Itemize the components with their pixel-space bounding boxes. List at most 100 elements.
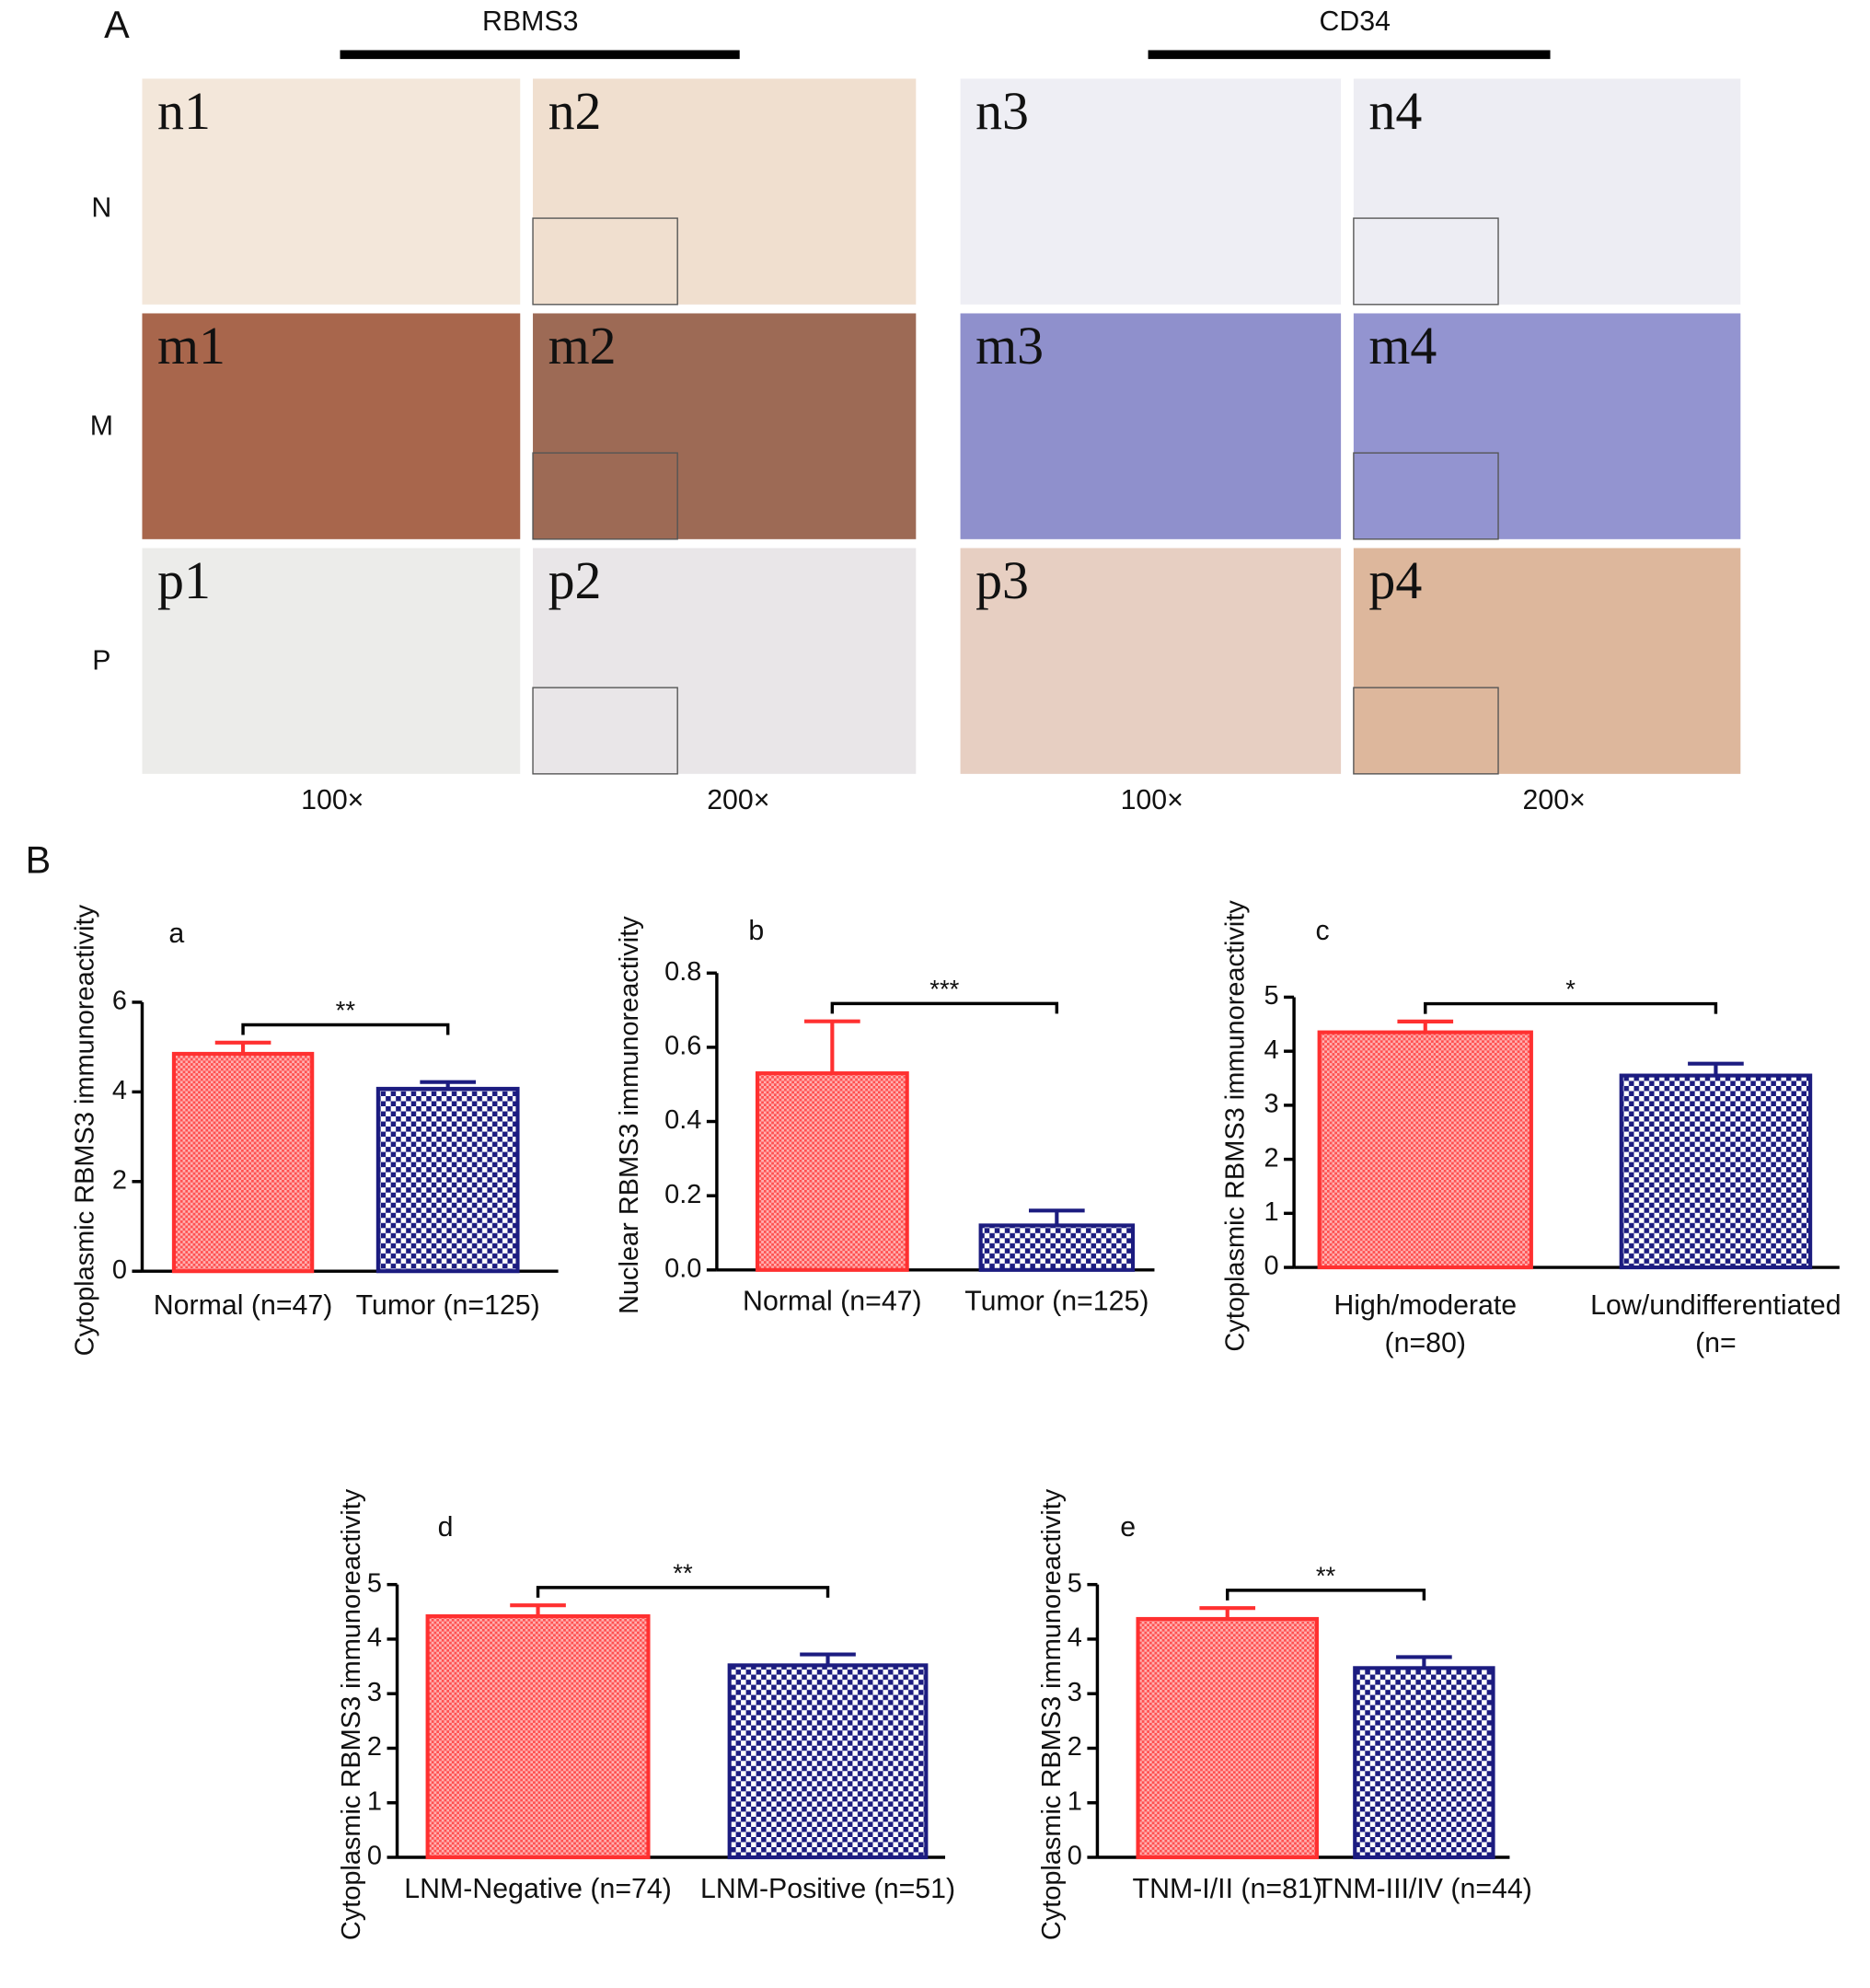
micrograph — [533, 78, 917, 305]
image-label: p3 — [975, 550, 1029, 610]
image-label: m1 — [157, 316, 225, 376]
y-tick-label: 3 — [1264, 1090, 1278, 1119]
y-tick-label: 1 — [1264, 1197, 1278, 1227]
y-tick-label: 3 — [367, 1678, 382, 1707]
y-tick-label: 2 — [1264, 1143, 1278, 1173]
bar — [1353, 1666, 1495, 1860]
image-label: m2 — [548, 316, 617, 376]
micrograph — [533, 548, 917, 774]
y-tick-label: 0.6 — [664, 1032, 701, 1061]
y-tick-label: 4 — [367, 1624, 382, 1653]
image-label: m3 — [975, 316, 1044, 376]
y-tick-label: 0.2 — [664, 1180, 701, 1209]
y-axis-label: Cytoplasmic RBMS3 immunoreactivity — [1037, 1488, 1067, 1940]
panel-label: b — [748, 916, 764, 946]
y-tick-label: 2 — [367, 1732, 382, 1762]
x-tick-label: TNM-III/IV (n=44) — [1316, 1874, 1532, 1904]
significance-bracket — [241, 1023, 450, 1035]
image-label: p2 — [548, 550, 602, 610]
x-tick-label: LNM-Positive (n=51) — [700, 1874, 955, 1904]
y-tick-label: 0.0 — [664, 1254, 701, 1283]
micrograph — [142, 313, 521, 539]
panel-label: c — [1316, 916, 1330, 946]
bar — [978, 1223, 1136, 1272]
significance-bracket — [1424, 1001, 1718, 1014]
magnification-label: 100× — [1121, 785, 1183, 815]
x-tick-label: TNM-I/II (n=81) — [1133, 1874, 1322, 1904]
row-label: N — [91, 192, 111, 223]
significance-bracket — [536, 1586, 830, 1598]
magnification-label: 200× — [707, 785, 769, 815]
x-tick-label: LNM-Negative (n=74) — [404, 1874, 672, 1904]
panel-label: a — [168, 919, 184, 949]
y-axis-label: Cytoplasmic RBMS3 immunoreactivity — [70, 904, 99, 1356]
y-tick-label: 5 — [1068, 1568, 1082, 1598]
inset — [1353, 452, 1499, 540]
y-axis-label: Nuclear RBMS3 immunoreactivity — [615, 916, 644, 1314]
significance-label: ** — [1316, 1561, 1336, 1589]
inset — [532, 452, 678, 540]
row-label: M — [90, 411, 113, 442]
y-tick-label: 5 — [1264, 981, 1278, 1011]
group-title: RBMS3 — [482, 6, 578, 37]
inset — [1353, 687, 1499, 775]
micrograph — [960, 548, 1342, 774]
significance-bracket — [830, 1001, 1059, 1014]
significance-label: *** — [929, 975, 959, 1003]
y-tick-label: 0 — [1068, 1842, 1082, 1871]
micrograph — [533, 313, 917, 539]
y-tick-label: 0 — [367, 1842, 382, 1871]
y-axis-label: Cytoplasmic RBMS3 immunoreactivity — [337, 1488, 366, 1940]
x-tick-label: (n= — [1695, 1328, 1737, 1358]
y-tick-label: 1 — [1068, 1786, 1082, 1816]
bar — [755, 1071, 909, 1272]
y-tick-label: 4 — [1264, 1035, 1278, 1065]
y-tick-label: 0 — [112, 1255, 127, 1285]
bar — [375, 1086, 520, 1274]
y-axis-label: Cytoplasmic RBMS3 immunoreactivity — [1221, 900, 1251, 1352]
x-tick-label: Tumor (n=125) — [964, 1287, 1149, 1317]
x-tick-label: Normal (n=47) — [743, 1287, 922, 1317]
image-label: m4 — [1368, 316, 1437, 376]
magnification-label: 100× — [301, 785, 364, 815]
bar — [171, 1051, 315, 1274]
row-label: P — [92, 646, 110, 676]
bar — [425, 1613, 651, 1860]
inset — [532, 217, 678, 306]
panel-label: A — [104, 4, 130, 46]
x-tick-label: (n=80) — [1385, 1328, 1466, 1358]
micrograph — [1353, 313, 1741, 539]
y-tick-label: 1 — [367, 1786, 382, 1816]
image-label: n3 — [975, 81, 1029, 141]
micrograph — [960, 313, 1342, 539]
significance-label: ** — [336, 996, 356, 1024]
y-tick-label: 0.8 — [664, 957, 701, 987]
magnification-label: 200× — [1523, 785, 1586, 815]
image-label: n2 — [548, 81, 602, 141]
group-title: CD34 — [1320, 6, 1391, 37]
bar — [1619, 1073, 1813, 1270]
bar — [1136, 1616, 1319, 1860]
x-tick-label: Low/undifferentiated — [1590, 1290, 1841, 1321]
micrograph — [1353, 548, 1741, 774]
y-tick-label: 2 — [1068, 1732, 1082, 1762]
significance-label: ** — [673, 1558, 693, 1587]
inset — [1353, 217, 1499, 306]
micrograph — [142, 548, 521, 774]
x-tick-label: Normal (n=47) — [154, 1290, 333, 1321]
panel-label: e — [1120, 1512, 1136, 1543]
x-tick-label: High/moderate — [1333, 1290, 1517, 1321]
image-label: p1 — [157, 550, 211, 610]
panel-label: d — [438, 1512, 454, 1543]
panel-label: B — [26, 838, 52, 881]
y-tick-label: 3 — [1068, 1678, 1082, 1707]
image-label: n1 — [157, 81, 211, 141]
x-tick-label: Tumor (n=125) — [356, 1290, 540, 1321]
image-label: n4 — [1368, 81, 1422, 141]
micrograph — [142, 78, 521, 305]
significance-label: * — [1565, 975, 1576, 1003]
y-tick-label: 4 — [1068, 1624, 1082, 1653]
y-tick-label: 5 — [367, 1568, 382, 1598]
